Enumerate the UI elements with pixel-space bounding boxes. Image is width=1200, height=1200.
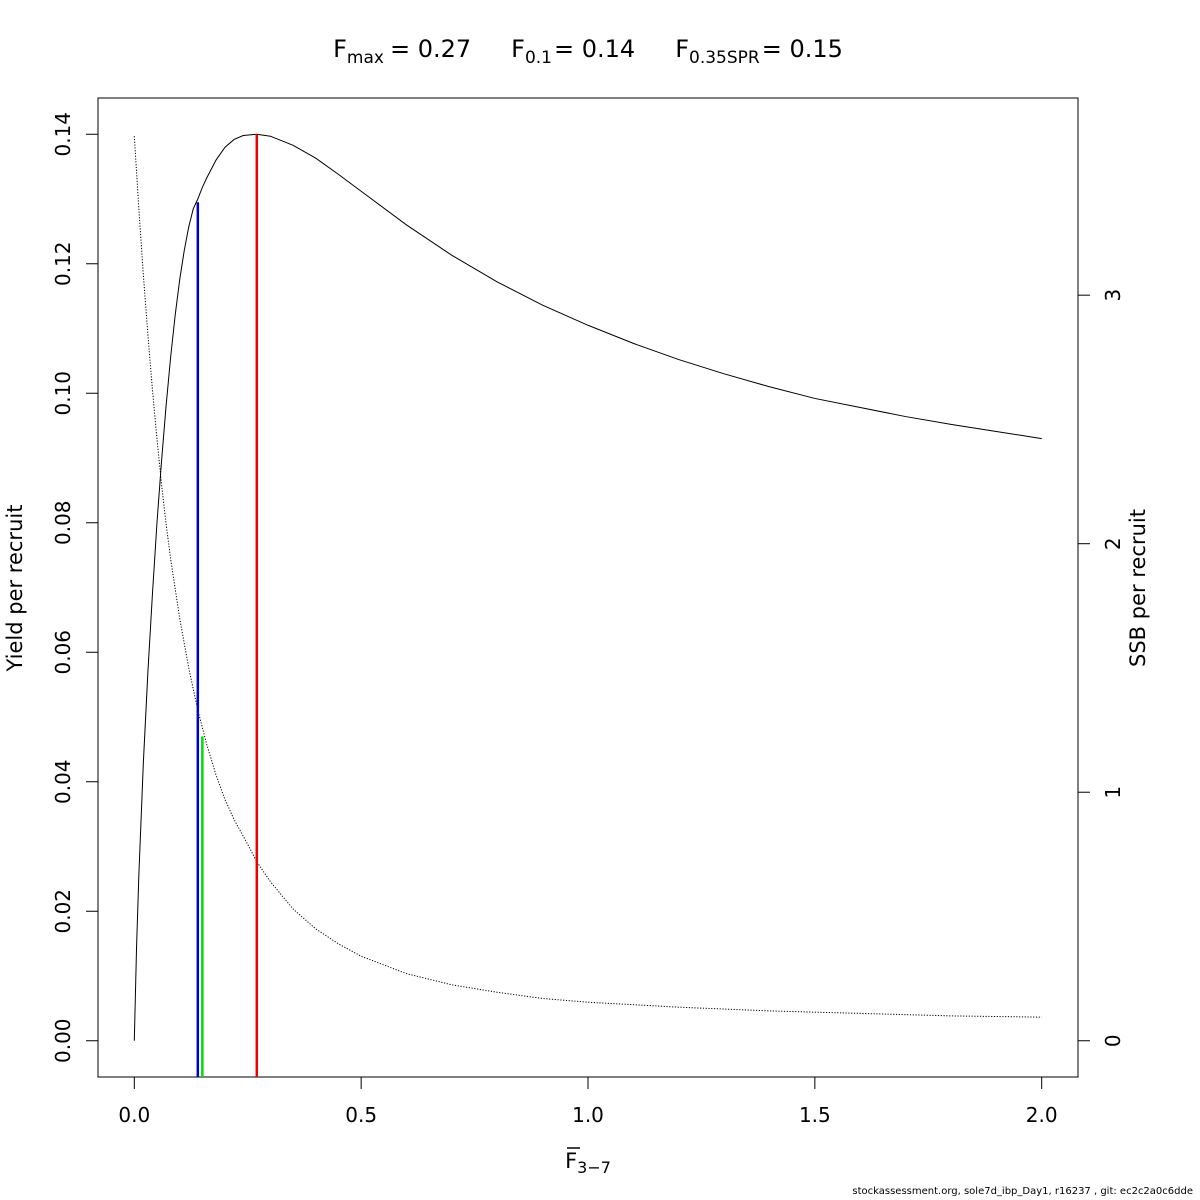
chart-title: Fmax = 0.27 F0.1= 0.14 F0.35SPR= 0.15 <box>333 35 843 68</box>
axes: 0.0 0.5 1.0 1.5 2.0 0.00 0.02 0.04 0.06 0.08 0.10 0… <box>51 112 1125 1127</box>
y-right-tick-label: 3 <box>1101 289 1125 302</box>
title-f35-value: = 0.15 <box>762 35 843 63</box>
title-f01-base: F <box>511 35 525 63</box>
title-fmax-value: = 0.27 <box>390 35 471 63</box>
title-f35-base: F <box>675 35 689 63</box>
y-left-tick-label: 0.08 <box>51 500 75 545</box>
y-left-label: Yield per recruit <box>3 505 27 673</box>
y-left-tick-label: 0.02 <box>51 889 75 934</box>
y-left-tick-label: 0.10 <box>51 371 75 416</box>
x-tick-label: 2.0 <box>1026 1103 1058 1127</box>
x-tick-label: 0.5 <box>345 1103 377 1127</box>
x-label-sub: 3−7 <box>577 1158 611 1177</box>
x-label: F3−7 <box>565 1149 611 1177</box>
series-layer <box>133 133 1042 1041</box>
ssb-per-recruit-curve <box>133 136 1042 1018</box>
title-f35-sub: 0.35SPR <box>689 48 760 68</box>
y-right-tick-label: 2 <box>1101 537 1125 550</box>
x-tick-label: 1.0 <box>572 1103 604 1127</box>
y-left-tick-label: 0.06 <box>51 630 75 675</box>
y-right-label: SSB per recruit <box>1126 509 1150 667</box>
x-tick-label: 1.5 <box>799 1103 831 1127</box>
plot-frame <box>97 97 1079 1078</box>
y-right-tick-label: 1 <box>1101 786 1125 799</box>
footer-note: stockassessment.org, sole7d_ibp_Day1, r1… <box>852 1186 1193 1197</box>
title-f01-sub: 0.1 <box>525 48 552 68</box>
yield-per-recruit-curve <box>133 133 1042 1041</box>
y-left-tick-label: 0.14 <box>51 112 75 157</box>
reference-lines <box>196 134 259 1077</box>
title-f01-value: = 0.14 <box>554 35 635 63</box>
x-label-base: F <box>565 1149 577 1173</box>
title-fmax-sub: max <box>347 48 384 68</box>
y-right-tick-label: 0 <box>1101 1034 1125 1047</box>
y-left-tick-label: 0.00 <box>51 1018 75 1063</box>
y-left-tick-label: 0.04 <box>51 759 75 804</box>
title-fmax-base: F <box>333 35 347 63</box>
x-tick-label: 0.0 <box>118 1103 150 1127</box>
y-left-tick-label: 0.12 <box>51 241 75 286</box>
